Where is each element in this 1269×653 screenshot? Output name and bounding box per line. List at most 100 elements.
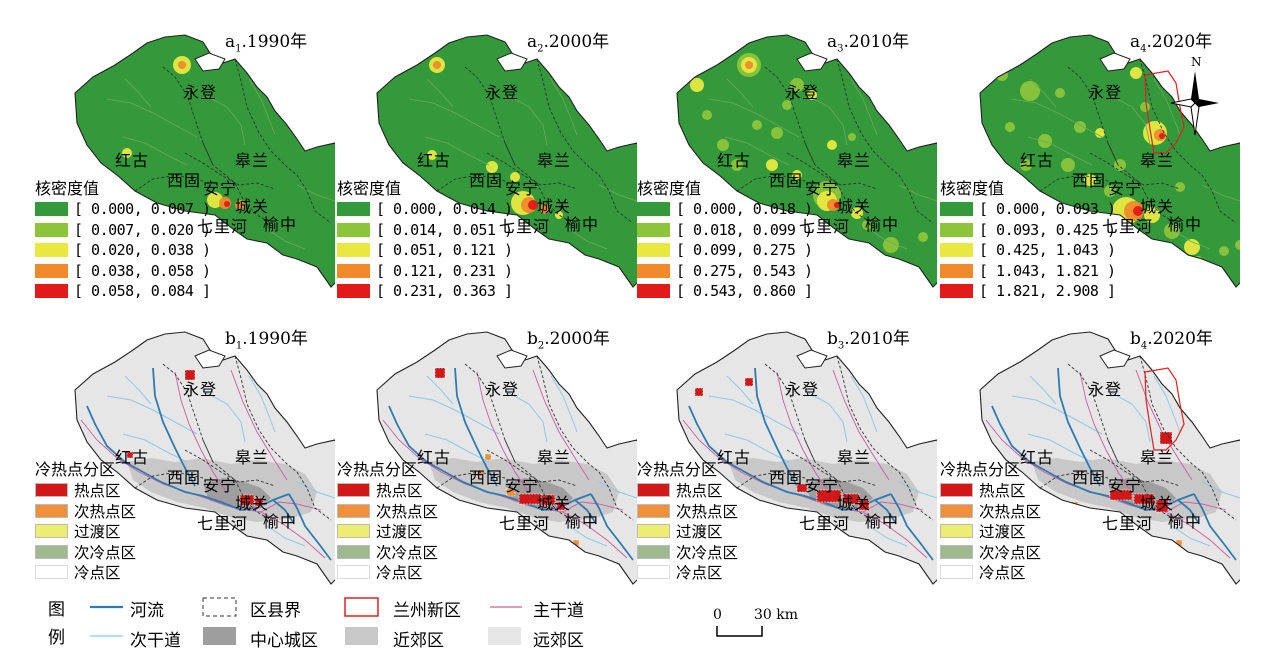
density-legend: 核密度值 [ 0.000, 0.093 )[ 0.093, 0.425 ) [ 0.… (940, 175, 1116, 302)
river (272, 499, 294, 523)
legend-item: [ 0.000, 0.018 ) (637, 199, 813, 220)
density-base (980, 35, 1240, 287)
secondary-road (806, 391, 848, 443)
legend-swatch (940, 222, 973, 237)
legend-heading: 核密度值 (337, 179, 402, 198)
hotspot-cell (858, 499, 870, 511)
legend-item-label: 次冷点区 (676, 543, 739, 562)
place-label-xigu: 西固 (1072, 468, 1107, 487)
legend-item-label: 热点区 (74, 482, 121, 501)
panel-title: a2.2000年 (527, 32, 610, 55)
place-label-gaolan: 皋兰 (837, 448, 872, 467)
main-road (776, 371, 828, 491)
hotspot-cell (586, 569, 596, 579)
legend-swatch (337, 565, 370, 580)
legend-item-label: [ 1.043, 1.821 ) (979, 261, 1116, 280)
panel-title: b4.2020年 (1130, 329, 1213, 352)
hotspot-cell (484, 453, 492, 461)
county-boundary-line (598, 174, 634, 224)
density-hotspot-blob (540, 204, 550, 214)
density-hotspot-blob (717, 139, 729, 151)
hotspot-cell (434, 367, 446, 379)
main-road (832, 369, 890, 481)
excluded-area (796, 349, 828, 369)
place-label-yuzhong: 榆中 (263, 215, 298, 234)
excluded-area (194, 52, 226, 72)
place-label-honggu: 红古 (417, 448, 452, 467)
hotspot-cell (816, 489, 842, 503)
density-hotspot-blob (792, 170, 802, 180)
legend-swatch (337, 503, 370, 518)
place-label-chengguan: 城关 (235, 197, 270, 216)
place-label-honggu: 红古 (717, 151, 752, 170)
legend-swatch (35, 565, 68, 580)
density-legend: 核密度值 [ 0.000, 0.007 )[ 0.007, 0.020 ) [ 0.… (35, 175, 211, 302)
secondary-road (204, 391, 246, 443)
legend-swatch (637, 503, 670, 518)
density-hotspot-blob (1130, 67, 1142, 79)
secondary-road (1153, 375, 1181, 433)
county-boundary-line (736, 471, 806, 489)
legend-item: 次冷点区 (337, 542, 438, 563)
county-boundary-line (1107, 142, 1119, 166)
density-legend: 核密度值 [ 0.000, 0.018 )[ 0.018, 0.099 ) [ 0.… (637, 175, 813, 302)
legend-item: [ 0.099, 0.275 ) (637, 240, 813, 261)
legend-item-label: 次冷点区 (376, 543, 439, 562)
legend-item: [ 0.275, 0.543 ) (637, 261, 813, 282)
river (288, 493, 332, 561)
place-label-yuzhong: 榆中 (865, 215, 900, 234)
hotspot-cell (184, 369, 196, 381)
main-road (562, 501, 624, 513)
density-hotspot-blob (1095, 128, 1105, 138)
legend-item-label: [ 0.000, 0.018 ) (676, 200, 813, 219)
legend-item-label: [ 0.425, 1.043 ) (979, 241, 1116, 260)
legend-item: 过渡区 (337, 521, 438, 542)
legend-item-label: 过渡区 (676, 523, 723, 542)
density-hotspot-blob (510, 172, 520, 182)
legend-item-label: 次冷点区 (74, 543, 137, 562)
place-label-honggu: 红古 (417, 151, 452, 170)
legend-swatch (337, 284, 370, 299)
county-boundary-line (296, 471, 332, 521)
legend-swatch (940, 544, 973, 559)
secondary-road (1011, 395, 1103, 435)
county-boundary-line (898, 471, 934, 521)
density-hotspot-blob (790, 78, 804, 92)
legend-item-label: [ 0.000, 0.007 ) (74, 200, 211, 219)
study-area-outline (676, 34, 937, 288)
density-base (75, 35, 335, 287)
legend-item-label: 次热点区 (376, 502, 439, 521)
place-label-gaolan: 皋兰 (837, 151, 872, 170)
county-boundary-line (1201, 174, 1237, 224)
density-hotspot-blob (827, 140, 837, 150)
main-road (862, 501, 924, 513)
legend-item: 次冷点区 (940, 542, 1041, 563)
place-label-yongdeng: 永登 (183, 380, 218, 399)
hotspot-cell (1159, 431, 1173, 445)
road-line (106, 98, 198, 138)
density-legend: 核密度值 [ 0.000, 0.014 )[ 0.014, 0.051 ) [ 0.… (337, 175, 513, 302)
legend-heading: 冷热点分区 (337, 460, 418, 479)
county-boundary-line (1039, 471, 1109, 489)
place-label-qilihe: 七里河 (197, 217, 249, 236)
county-boundary-line (234, 355, 298, 473)
legend-item: [ 0.020, 0.038 ) (35, 240, 211, 261)
county-boundary-line (504, 439, 516, 463)
legend-swatch (940, 202, 973, 217)
density-hotspot-blob (918, 232, 928, 242)
road-line (124, 78, 152, 108)
legend-item: [ 1.043, 1.821 ) (940, 261, 1116, 282)
road-line (1171, 228, 1211, 250)
county-boundary-line (536, 355, 600, 473)
legend-item: 次冷点区 (35, 542, 136, 563)
county-boundary-line (736, 174, 806, 192)
study-area-outline (979, 331, 1240, 585)
secondary-road (1201, 481, 1240, 499)
hotspot-cell (254, 497, 264, 507)
place-label-yongdeng: 永登 (485, 83, 520, 102)
study-area-outline (376, 34, 637, 288)
density-map-panel: a1.1990年 永登 红古 皋兰 西固 安宁 城关 七里河 榆中 核密度值 [ 0.000, 0.… (35, 15, 335, 315)
excluded-area (194, 349, 226, 369)
hotspot-cell (796, 483, 808, 493)
county-boundary-line (202, 439, 214, 463)
